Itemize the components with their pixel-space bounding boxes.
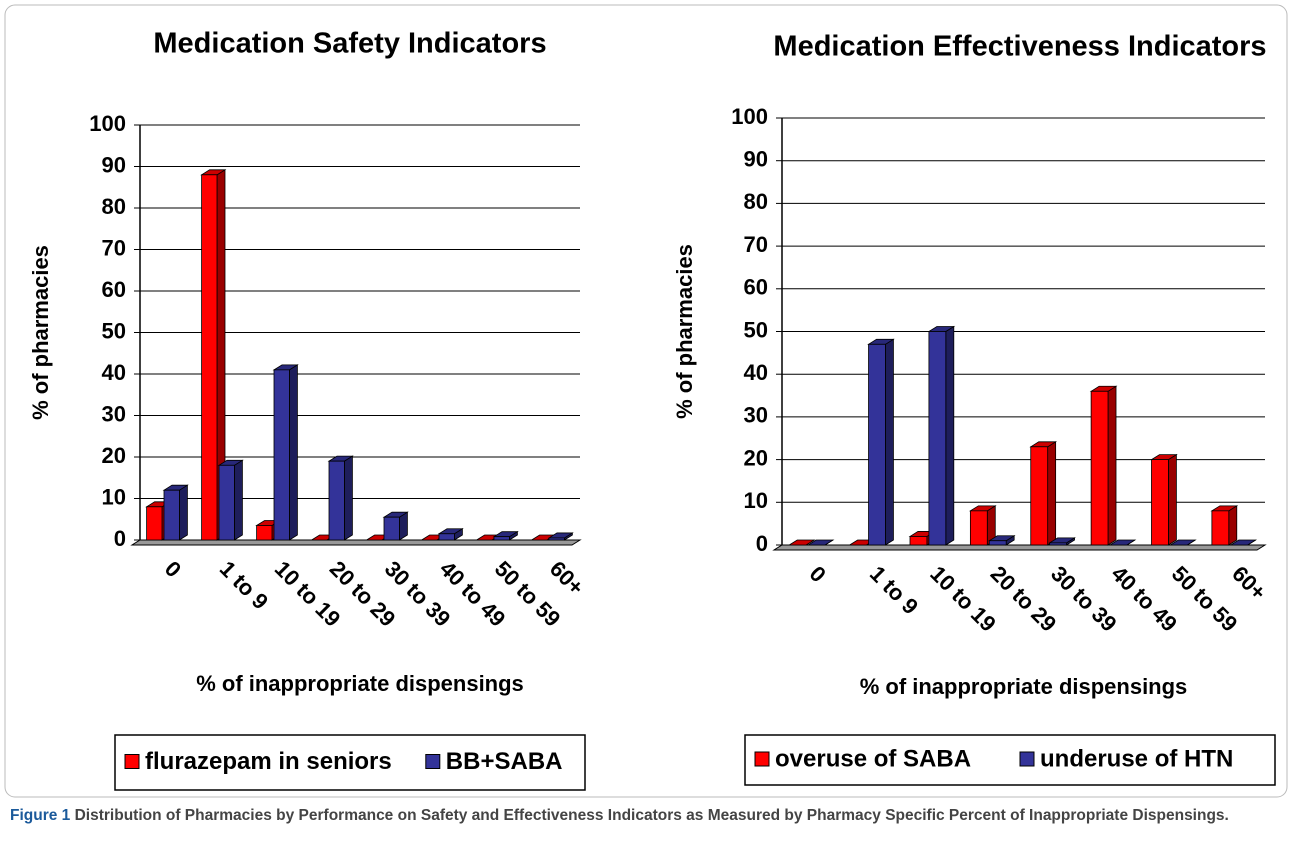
bar <box>548 537 565 541</box>
bar <box>273 369 290 541</box>
y-tick-label: 30 <box>744 403 768 428</box>
caption-label: Figure 1 <box>10 807 71 824</box>
y-axis-label: % of pharmacies <box>672 244 697 419</box>
bar <box>928 331 947 546</box>
legend-swatch <box>124 754 140 769</box>
x-axis-label: % of inappropriate dispensings <box>196 671 524 696</box>
bar <box>1151 459 1169 546</box>
legend <box>744 734 1276 786</box>
bar-side <box>1228 505 1238 546</box>
legend-label: overuse of SABA <box>775 745 971 772</box>
bar-side <box>288 364 298 541</box>
bar-side <box>343 455 353 541</box>
caption-text: Distribution of Pharmacies by Performanc… <box>74 807 1229 824</box>
bar <box>218 464 235 541</box>
y-tick-label: 60 <box>102 277 126 302</box>
legend-label: BB+SABA <box>446 748 563 775</box>
y-tick-label: 60 <box>744 275 768 300</box>
x-axis-label: % of inappropriate dispensings <box>860 674 1188 699</box>
bar-side <box>178 484 188 541</box>
legend-swatch <box>1019 751 1035 767</box>
bar <box>909 536 928 546</box>
bar <box>969 510 988 546</box>
bar <box>1211 510 1230 546</box>
legend-swatch <box>425 754 441 769</box>
x-tick-label: 1 to 9 <box>215 556 273 614</box>
y-tick-label: 0 <box>756 531 768 556</box>
bar <box>256 525 273 541</box>
legend <box>114 734 586 791</box>
y-axis-label: % of pharmacies <box>28 245 53 420</box>
floor <box>772 544 1267 551</box>
bar <box>328 460 345 541</box>
bar <box>1049 542 1067 546</box>
bar <box>1030 446 1049 546</box>
bar-side <box>233 459 243 541</box>
y-tick-label: 80 <box>102 194 126 219</box>
bar-side <box>1107 385 1117 546</box>
bar <box>1090 390 1109 546</box>
y-tick-label: 70 <box>102 235 126 260</box>
bar-side <box>945 325 955 546</box>
x-tick-label: 20 to 29 <box>986 561 1062 637</box>
bar <box>163 489 180 541</box>
y-tick-label: 40 <box>102 360 126 385</box>
bar-top <box>806 539 835 546</box>
x-tick-label: 60+ <box>545 556 589 600</box>
bar <box>146 506 163 541</box>
x-tick-label: 40 to 49 <box>1106 561 1182 637</box>
legend-swatch <box>754 751 770 767</box>
y-tick-label: 20 <box>744 445 768 470</box>
bar-top <box>787 539 816 546</box>
y-tick-label: 100 <box>89 111 126 136</box>
y-tick-label: 50 <box>102 318 126 343</box>
y-tick-label: 40 <box>744 360 768 385</box>
x-tick-label: 60+ <box>1227 561 1271 605</box>
bar-side <box>1168 453 1177 546</box>
x-tick-label: 0 <box>805 561 831 587</box>
y-tick-label: 10 <box>102 484 126 509</box>
chart-title: Medication Safety Indicators <box>153 28 546 60</box>
bar-top <box>1229 539 1258 546</box>
bar <box>438 533 455 541</box>
y-tick-label: 70 <box>744 232 768 257</box>
bar-top <box>1169 539 1197 546</box>
y-tick-label: 90 <box>744 147 768 172</box>
bar <box>868 343 886 546</box>
figure: Medication Safety Indicators % of pharmac… <box>4 4 1288 798</box>
y-tick-label: 50 <box>744 317 768 342</box>
chart-title: Medication Effectiveness Indicators <box>773 31 1266 63</box>
y-tick-label: 30 <box>102 401 126 426</box>
bar-side <box>885 338 894 546</box>
frame <box>4 4 1288 798</box>
x-tick-label: 1 to 9 <box>865 561 923 619</box>
caption: Figure 1 Distribution of Pharmacies by P… <box>10 804 1282 828</box>
floor <box>130 539 582 546</box>
y-tick-label: 0 <box>114 526 126 551</box>
x-tick-label: 0 <box>160 556 186 582</box>
bar-side <box>1047 441 1057 546</box>
bar <box>201 174 218 541</box>
bar <box>493 536 510 541</box>
x-tick-label: 50 to 59 <box>1167 561 1243 637</box>
bar-top <box>1108 539 1137 546</box>
x-tick-label: 10 to 19 <box>925 561 1001 637</box>
y-tick-label: 90 <box>102 152 126 177</box>
bar <box>383 516 400 541</box>
y-tick-label: 80 <box>744 189 768 214</box>
legend-label: flurazepam in seniors <box>145 748 392 775</box>
y-tick-label: 10 <box>744 488 768 513</box>
bar <box>988 540 1007 546</box>
x-tick-label: 30 to 39 <box>1046 561 1122 637</box>
y-tick-label: 20 <box>102 443 126 468</box>
y-tick-label: 100 <box>731 104 768 129</box>
legend-label: underuse of HTN <box>1040 745 1233 772</box>
